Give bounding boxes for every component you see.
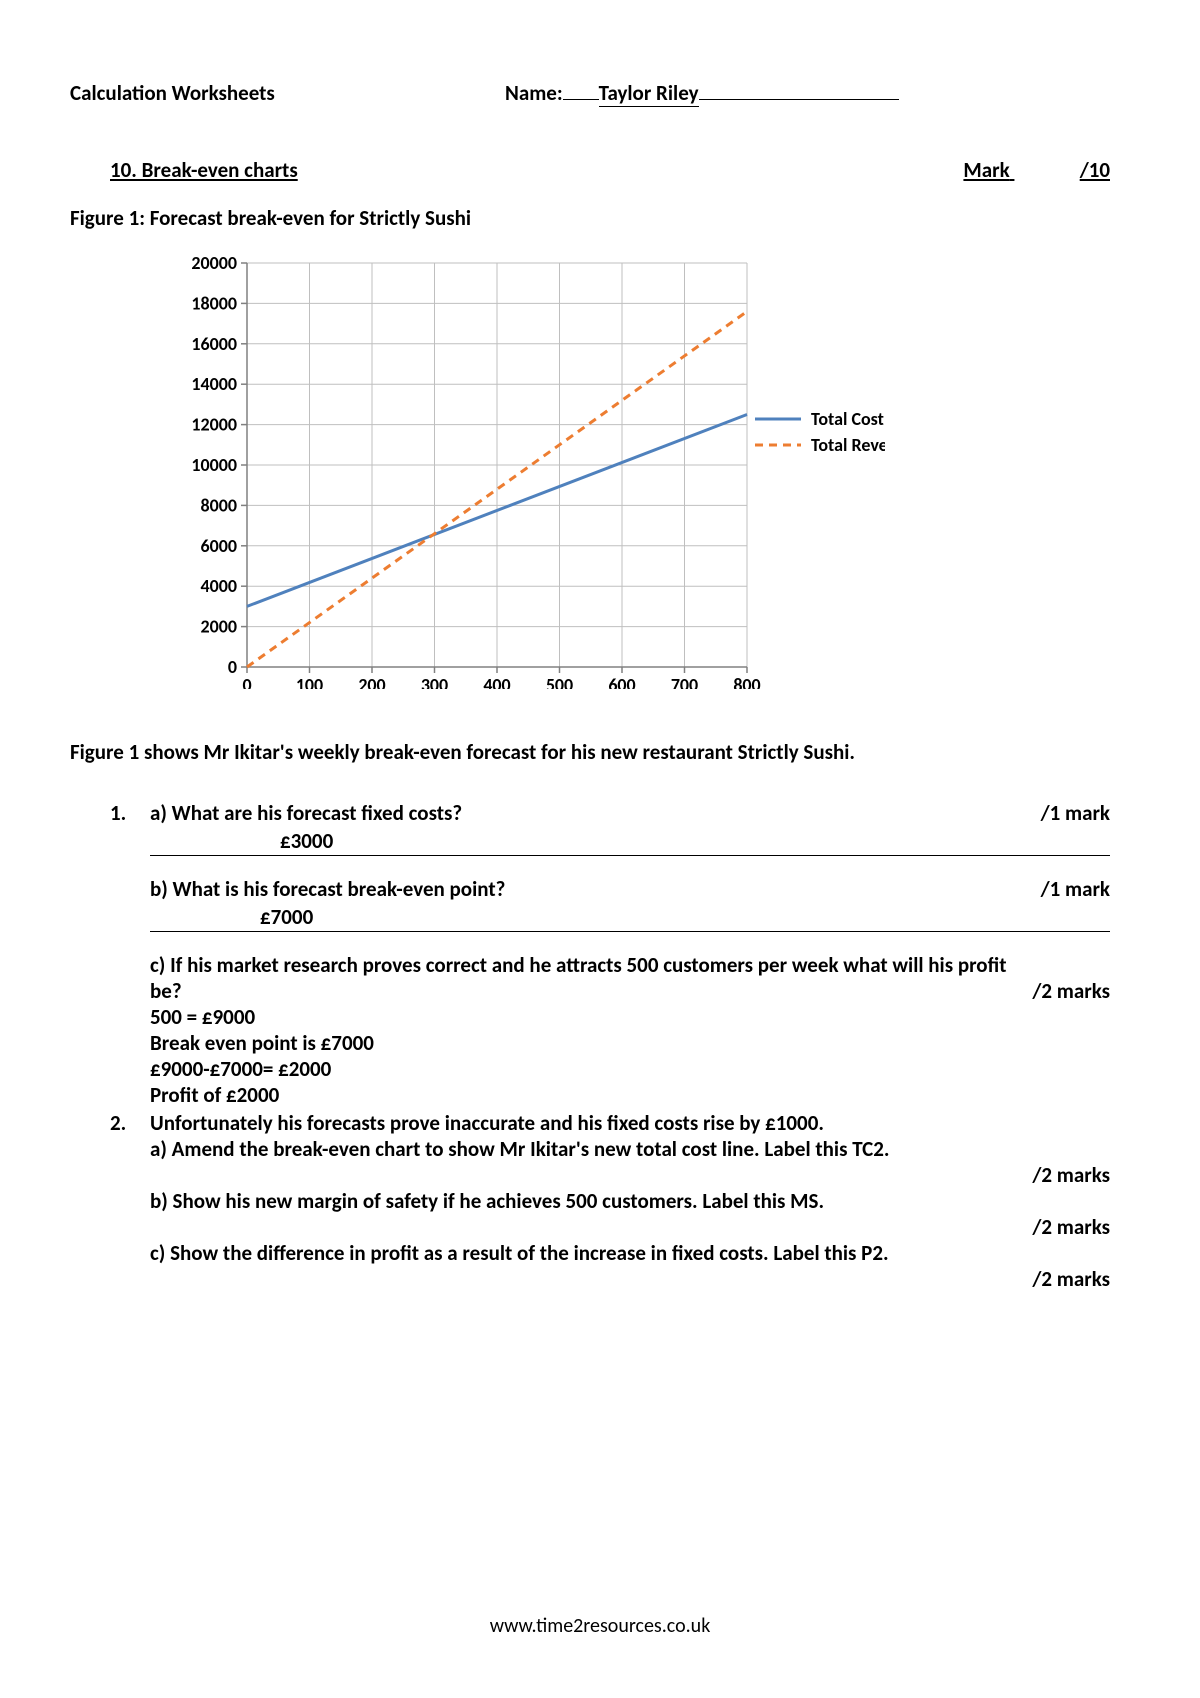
svg-text:4000: 4000 [201, 575, 238, 597]
mark-label: Mark [963, 157, 1009, 183]
svg-text:8000: 8000 [201, 494, 238, 516]
question-2: 2. Unfortunately his forecasts prove ina… [110, 1110, 1110, 1292]
chart-svg: 0200040006000800010000120001400016000180… [155, 249, 885, 689]
q1a-answer-line: £3000 [150, 828, 1110, 856]
q2c-text: c) Show the difference in profit as a re… [150, 1240, 1110, 1266]
break-even-chart: 0200040006000800010000120001400016000180… [155, 249, 1130, 694]
worksheet-page: Calculation Worksheets Name: Taylor Riley… [0, 0, 1200, 1698]
q1a-answer: £3000 [280, 828, 333, 854]
svg-text:10000: 10000 [191, 454, 237, 476]
q1c-work-2: Break even point is £7000 [150, 1030, 1110, 1056]
q1c-work-4: Profit of £2000 [150, 1082, 1110, 1108]
q1a-mark: /1 mark [1031, 800, 1110, 826]
svg-text:400: 400 [483, 674, 510, 689]
svg-text:200: 200 [358, 674, 385, 689]
q2a-text: a) Amend the break-even chart to show Mr… [150, 1136, 1110, 1162]
q1c-work-1: 500 = £9000 [150, 1004, 1110, 1030]
svg-text:100: 100 [296, 674, 323, 689]
q2b-text: b) Show his new margin of safety if he a… [150, 1188, 1110, 1214]
q1b-answer-line: £7000 [150, 904, 1110, 932]
svg-text:16000: 16000 [191, 333, 237, 355]
svg-text:6000: 6000 [201, 535, 238, 557]
svg-text:0: 0 [242, 674, 251, 689]
svg-text:700: 700 [671, 674, 698, 689]
svg-text:500: 500 [546, 674, 573, 689]
name-label: Name: [505, 80, 563, 106]
svg-text:20000: 20000 [191, 252, 237, 274]
figure-caption: Figure 1: Forecast break-even for Strict… [70, 205, 1130, 231]
q1c-work-3: £9000-£7000= £2000 [150, 1056, 1110, 1082]
svg-text:800: 800 [733, 674, 760, 689]
question-1: 1. a) What are his forecast fixed costs?… [110, 800, 1110, 1108]
svg-text:Total Cost: Total Cost [811, 408, 884, 430]
svg-text:0: 0 [228, 656, 237, 678]
page-header: Calculation Worksheets Name: Taylor Riley [70, 80, 1130, 107]
questions-block: 1. a) What are his forecast fixed costs?… [70, 800, 1130, 1292]
question-number: 1. [110, 800, 150, 826]
section-title-row: 10. Break-even charts Mark /10 [70, 157, 1130, 183]
q1b-text: b) What is his forecast break-even point… [150, 876, 1031, 902]
figure-description: Figure 1 shows Mr Ikitar's weekly break-… [70, 739, 1130, 765]
page-footer: www.time2resources.co.uk [0, 1614, 1200, 1638]
q2b-mark: /2 marks [1022, 1214, 1110, 1240]
svg-text:14000: 14000 [191, 373, 237, 395]
q1b-mark: /1 mark [1031, 876, 1110, 902]
q1b-answer: £7000 [260, 904, 313, 930]
q2a-mark: /2 marks [1022, 1162, 1110, 1188]
header-title: Calculation Worksheets [70, 80, 505, 107]
q1c-text: c) If his market research proves correct… [150, 952, 1022, 1004]
question-number: 2. [110, 1110, 150, 1136]
name-value: Taylor Riley [599, 80, 699, 107]
svg-text:18000: 18000 [191, 292, 237, 314]
svg-text:2000: 2000 [201, 616, 238, 638]
svg-text:300: 300 [421, 674, 448, 689]
q1c-mark: /2 marks [1022, 978, 1110, 1004]
svg-text:Total Revenue: Total Revenue [811, 434, 885, 456]
name-field: Name: Taylor Riley [505, 80, 899, 107]
section-title: 10. Break-even charts [110, 157, 963, 183]
q2c-mark: /2 marks [1022, 1266, 1110, 1292]
q1a-text: a) What are his forecast fixed costs? [150, 800, 1031, 826]
svg-text:600: 600 [608, 674, 635, 689]
mark-field: Mark /10 [963, 157, 1110, 183]
q2-intro: Unfortunately his forecasts prove inaccu… [150, 1110, 1110, 1136]
svg-text:12000: 12000 [191, 414, 237, 436]
mark-total: /10 [1080, 157, 1110, 183]
